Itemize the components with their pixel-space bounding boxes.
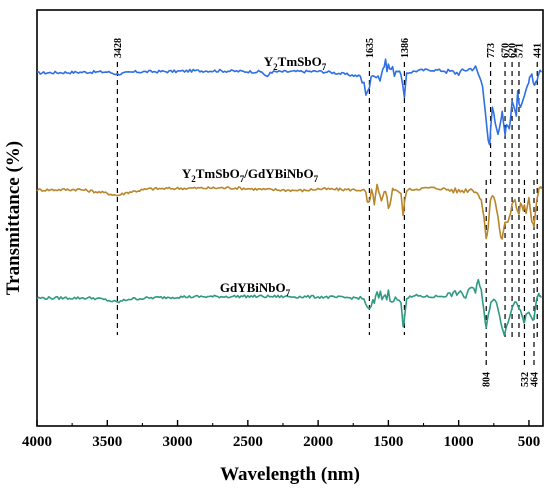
series-line-3 bbox=[36, 278, 542, 336]
peak-label-571: 571 bbox=[514, 43, 525, 58]
peak-label-464: 464 bbox=[530, 372, 541, 387]
x-tick-label-3000: 3000 bbox=[163, 434, 193, 450]
x-tick-label-2000: 2000 bbox=[303, 434, 333, 450]
x-tick-label-3500: 3500 bbox=[92, 434, 122, 450]
series-lines bbox=[36, 58, 543, 336]
x-tick-label-2500: 2500 bbox=[233, 434, 263, 450]
peak-label-804: 804 bbox=[482, 372, 493, 387]
x-tick-label-500: 500 bbox=[518, 434, 541, 450]
peak-marker-lines bbox=[116, 62, 538, 368]
x-tick-label-4000: 4000 bbox=[22, 434, 52, 450]
series-label-3: GdYBiNbO7 bbox=[220, 280, 291, 298]
peak-label-1386: 1386 bbox=[400, 38, 411, 58]
series-labels: Y2TmSbO7 Y2TmSbO7/GdYBiNbO7 GdYBiNbO7 bbox=[182, 54, 327, 298]
series-label-2: Y2TmSbO7/GdYBiNbO7 bbox=[182, 166, 319, 184]
series-line-1 bbox=[36, 58, 542, 146]
series-label-1: Y2TmSbO7 bbox=[264, 54, 327, 72]
x-axis-ticks: 4000 3500 3000 2500 2000 1500 1000 500 bbox=[22, 420, 540, 450]
x-tick-label-1500: 1500 bbox=[373, 434, 403, 450]
peak-label-441: 441 bbox=[533, 43, 544, 58]
plot-frame bbox=[36, 9, 544, 427]
peak-label-773: 773 bbox=[486, 43, 497, 58]
peak-label-3428: 3428 bbox=[113, 38, 124, 58]
y-axis-title: Transmittance (%) bbox=[3, 141, 24, 295]
peak-label-670: 670 bbox=[501, 43, 512, 58]
series-line-2 bbox=[36, 183, 543, 240]
peak-label-1635: 1635 bbox=[365, 38, 376, 58]
x-tick-label-1000: 1000 bbox=[444, 434, 474, 450]
peak-label-620: 620 bbox=[508, 43, 519, 58]
x-axis-title: Wavelength (nm) bbox=[220, 464, 360, 485]
peak-label-532: 532 bbox=[520, 372, 531, 387]
